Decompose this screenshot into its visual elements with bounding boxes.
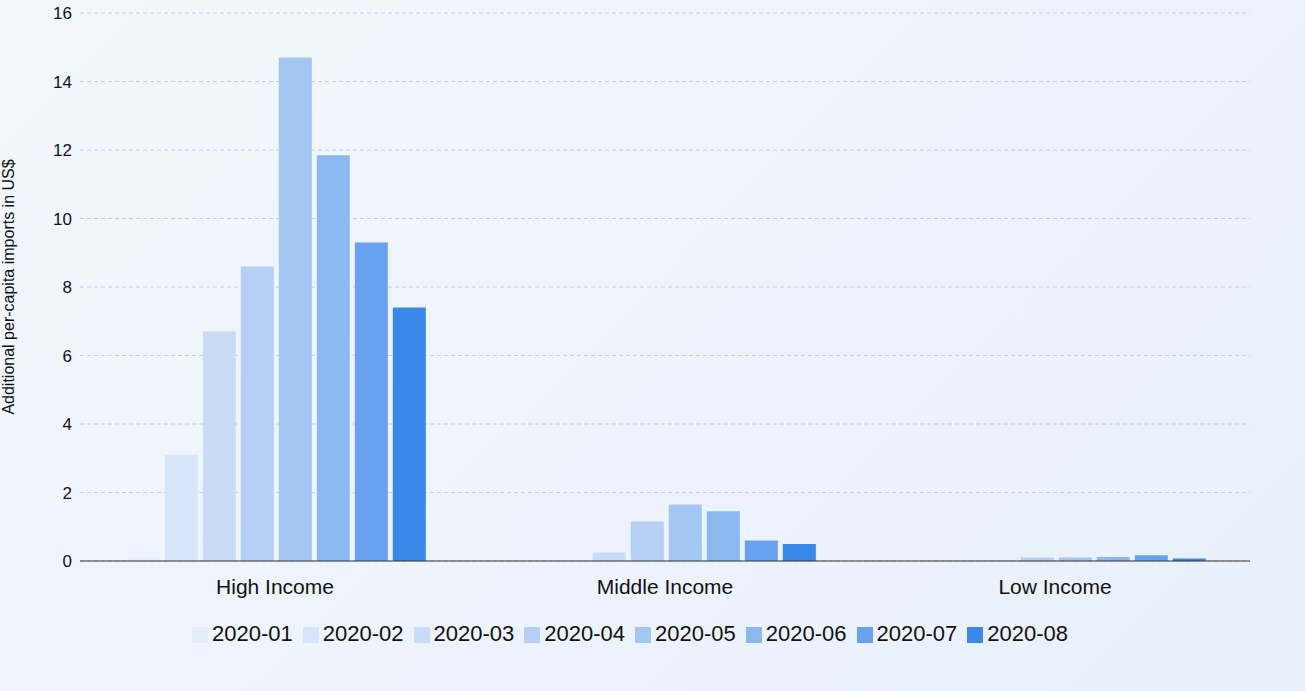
svg-text:8: 8: [63, 278, 72, 297]
html-text:2020-04: 2020-04: [544, 621, 625, 646]
svg-text:High Income: High Income: [216, 575, 334, 598]
svg-text:2: 2: [63, 484, 72, 503]
svg-text:Additional per-capita imports: Additional per-capita imports in US$: [8, 159, 17, 414]
svg-text:12: 12: [53, 141, 72, 160]
svg-text:14: 14: [53, 73, 72, 92]
svg-text:10: 10: [53, 210, 72, 229]
html-text:2020-01: 2020-01: [212, 621, 293, 646]
html-text:2020-06: 2020-06: [765, 621, 847, 646]
html-text:2020-07: 2020-07: [876, 621, 958, 646]
html-text:2020-03: 2020-03: [433, 621, 515, 646]
svg-text:Middle Income: Middle Income: [597, 575, 734, 598]
html-text:2020-02: 2020-02: [322, 621, 404, 646]
html-text:2020-08: 2020-08: [987, 621, 1068, 646]
svg-text:Low Income: Low Income: [998, 575, 1111, 598]
svg-text:6: 6: [63, 347, 72, 366]
svg-text:4: 4: [63, 415, 72, 434]
svg-text:16: 16: [53, 4, 72, 23]
html-text:2020-05: 2020-05: [655, 621, 736, 646]
svg-text:0: 0: [63, 552, 72, 571]
